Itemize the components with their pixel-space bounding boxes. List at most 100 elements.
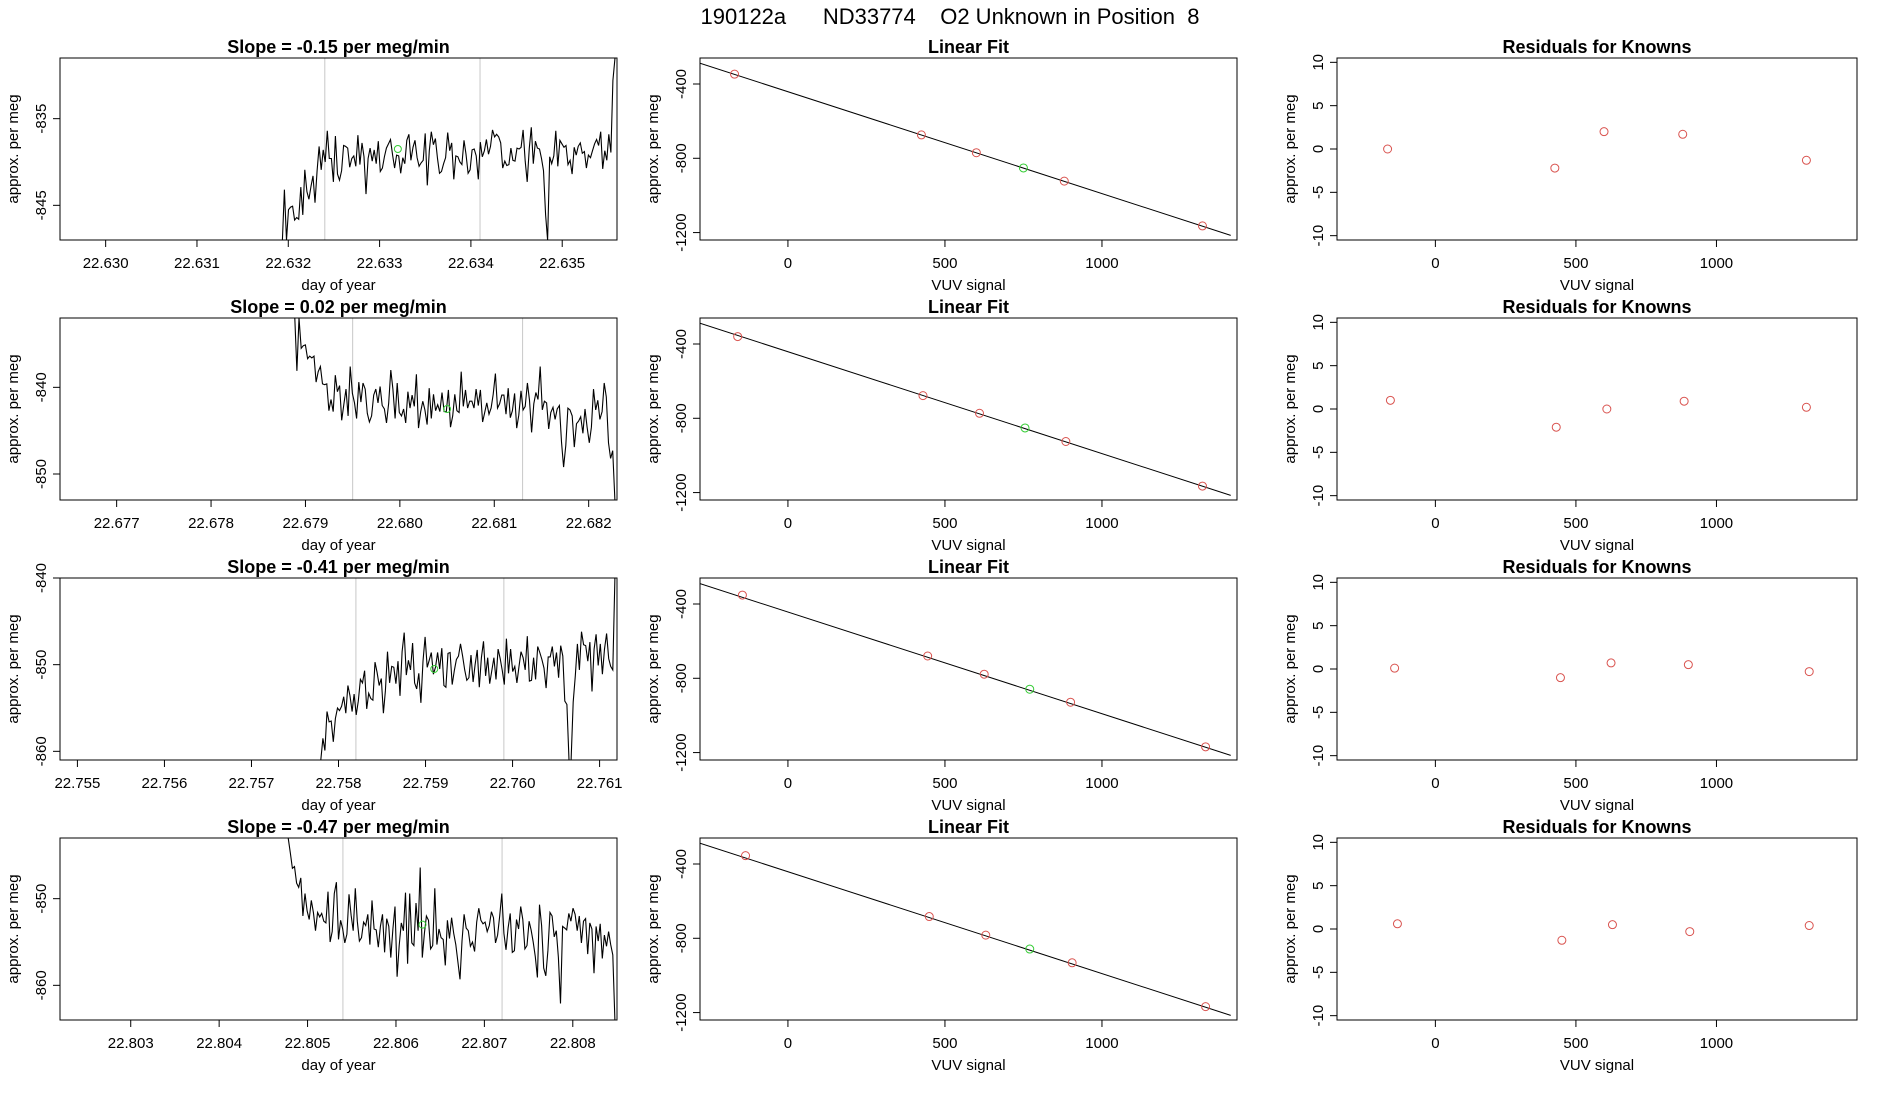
x-axis-label: day of year <box>301 537 375 554</box>
y-tick-label: 5 <box>1310 101 1327 109</box>
y-ticks: -835 -845 <box>33 104 60 220</box>
x-tick-label: 0 <box>784 255 792 272</box>
y-tick-label: -400 <box>673 849 690 879</box>
x-tick-label: 22.630 <box>83 255 129 272</box>
x-ticks: 22.630 22.631 22.632 22.633 22.634 22.635 <box>83 240 585 272</box>
known-point <box>924 912 934 922</box>
x-ticks: 0 500 1000 <box>1431 760 1733 792</box>
y-tick-label: -850 <box>33 884 50 914</box>
y-tick-label: -840 <box>33 563 50 593</box>
y-axis-label: approx. per meg <box>5 874 22 983</box>
plot-area <box>1383 127 1811 173</box>
panel-title: Residuals for Knowns <box>1502 37 1691 57</box>
x-ticks: 0 500 1000 <box>784 1020 1119 1052</box>
known-point <box>1201 1002 1211 1012</box>
y-tick-label: -860 <box>33 970 50 1000</box>
x-tick-label: 0 <box>1431 775 1439 792</box>
panel-title: Residuals for Knowns <box>1502 297 1691 317</box>
plot-area <box>700 62 1231 236</box>
residual-point <box>1679 396 1689 406</box>
page-title: 190122a ND33774 O2 Unknown in Position 8 <box>701 4 1200 29</box>
plot-frame <box>699 837 1238 1021</box>
plot-frame <box>59 57 618 241</box>
x-tick-label: 500 <box>1563 515 1588 532</box>
x-tick-label: 22.804 <box>196 1035 242 1052</box>
panel-title: Slope = -0.15 per meg/min <box>227 37 450 57</box>
known-point <box>1059 176 1069 186</box>
plot-frame <box>59 577 618 761</box>
y-tick-label: 10 <box>1310 314 1327 331</box>
residual-point <box>1678 129 1688 139</box>
residuals-panel-row-2: Residuals for Knowns VUV signal approx. pe… <box>1282 297 1858 554</box>
plot-area <box>1392 919 1814 945</box>
x-tick-label: 22.631 <box>174 255 220 272</box>
y-tick-label: -5 <box>1310 706 1327 719</box>
x-tick-label: 22.635 <box>539 255 585 272</box>
known-point <box>916 130 926 140</box>
unknown-point <box>1025 944 1035 954</box>
x-axis-label: VUV signal <box>1560 797 1634 814</box>
x-tick-label: 500 <box>932 255 957 272</box>
x-ticks: 0 500 1000 <box>1431 240 1733 272</box>
x-tick-label: 22.634 <box>448 255 494 272</box>
y-tick-label: -850 <box>33 650 50 680</box>
y-tick-label: -800 <box>673 663 690 693</box>
x-tick-label: 1000 <box>1700 515 1733 532</box>
x-tick-label: 22.679 <box>283 515 329 532</box>
trace-line <box>60 58 617 240</box>
x-tick-label: 22.758 <box>316 775 362 792</box>
y-axis-label: approx. per meg <box>645 94 662 203</box>
timeseries-panel-row-2: Slope = 0.02 per meg/min day of year appro… <box>5 297 618 554</box>
x-tick-label: 1000 <box>1085 775 1118 792</box>
y-tick-label: 5 <box>1310 881 1327 889</box>
residual-point <box>1599 127 1609 137</box>
residual-point <box>1804 667 1814 677</box>
plot-area <box>700 842 1231 1016</box>
y-axis-label: approx. per meg <box>1282 354 1299 463</box>
panel-title: Slope = -0.41 per meg/min <box>227 557 450 577</box>
fit-line <box>700 583 1231 756</box>
x-axis-label: VUV signal <box>931 537 1005 554</box>
residual-point <box>1801 402 1811 412</box>
known-point <box>730 69 740 79</box>
x-tick-label: 22.760 <box>490 775 536 792</box>
trace-line <box>60 318 617 500</box>
y-tick-label: 0 <box>1310 145 1327 153</box>
x-axis-label: VUV signal <box>1560 277 1634 294</box>
fit-line <box>700 62 1231 236</box>
x-tick-label: 0 <box>1431 1035 1439 1052</box>
residual-point <box>1555 673 1565 683</box>
plot-frame <box>1336 317 1858 501</box>
y-tick-label: 10 <box>1310 54 1327 71</box>
x-tick-label: 1000 <box>1700 1035 1733 1052</box>
y-ticks: -840 -850 -860 <box>33 563 60 766</box>
trace-line <box>60 578 617 760</box>
panel-title: Residuals for Knowns <box>1502 817 1691 837</box>
trace-line <box>60 838 617 1020</box>
x-tick-label: 22.757 <box>229 775 275 792</box>
linear_fit-panel-row-4: Linear Fit VUV signal approx. per meg 0 500 1… <box>645 817 1238 1074</box>
linear_fit-panel-row-2: Linear Fit VUV signal approx. per meg 0 500 1… <box>645 297 1238 554</box>
x-tick-label: 1000 <box>1085 1035 1118 1052</box>
y-tick-label: -400 <box>673 69 690 99</box>
plot-area <box>1385 395 1811 432</box>
y-ticks: -840 -850 <box>33 372 60 489</box>
unknown-point <box>1025 684 1035 694</box>
y-tick-label: 0 <box>1310 925 1327 933</box>
x-tick-label: 22.681 <box>471 515 517 532</box>
unknown-point <box>1020 423 1030 433</box>
known-point <box>733 332 743 342</box>
y-tick-label: -835 <box>33 104 50 134</box>
plot-frame <box>1336 577 1858 761</box>
y-tick-label: -1200 <box>673 733 690 771</box>
residual-point <box>1606 658 1616 668</box>
x-axis-label: VUV signal <box>1560 1057 1634 1074</box>
unknown-point <box>443 405 452 413</box>
y-tick-label: -1200 <box>673 993 690 1031</box>
residual-point <box>1557 935 1567 945</box>
x-axis-label: VUV signal <box>931 1057 1005 1074</box>
panel-title: Linear Fit <box>928 297 1009 317</box>
panel-title: Slope = -0.47 per meg/min <box>227 817 450 837</box>
y-ticks: -400 -800 -1200 <box>673 589 700 772</box>
y-tick-label: 10 <box>1310 574 1327 591</box>
